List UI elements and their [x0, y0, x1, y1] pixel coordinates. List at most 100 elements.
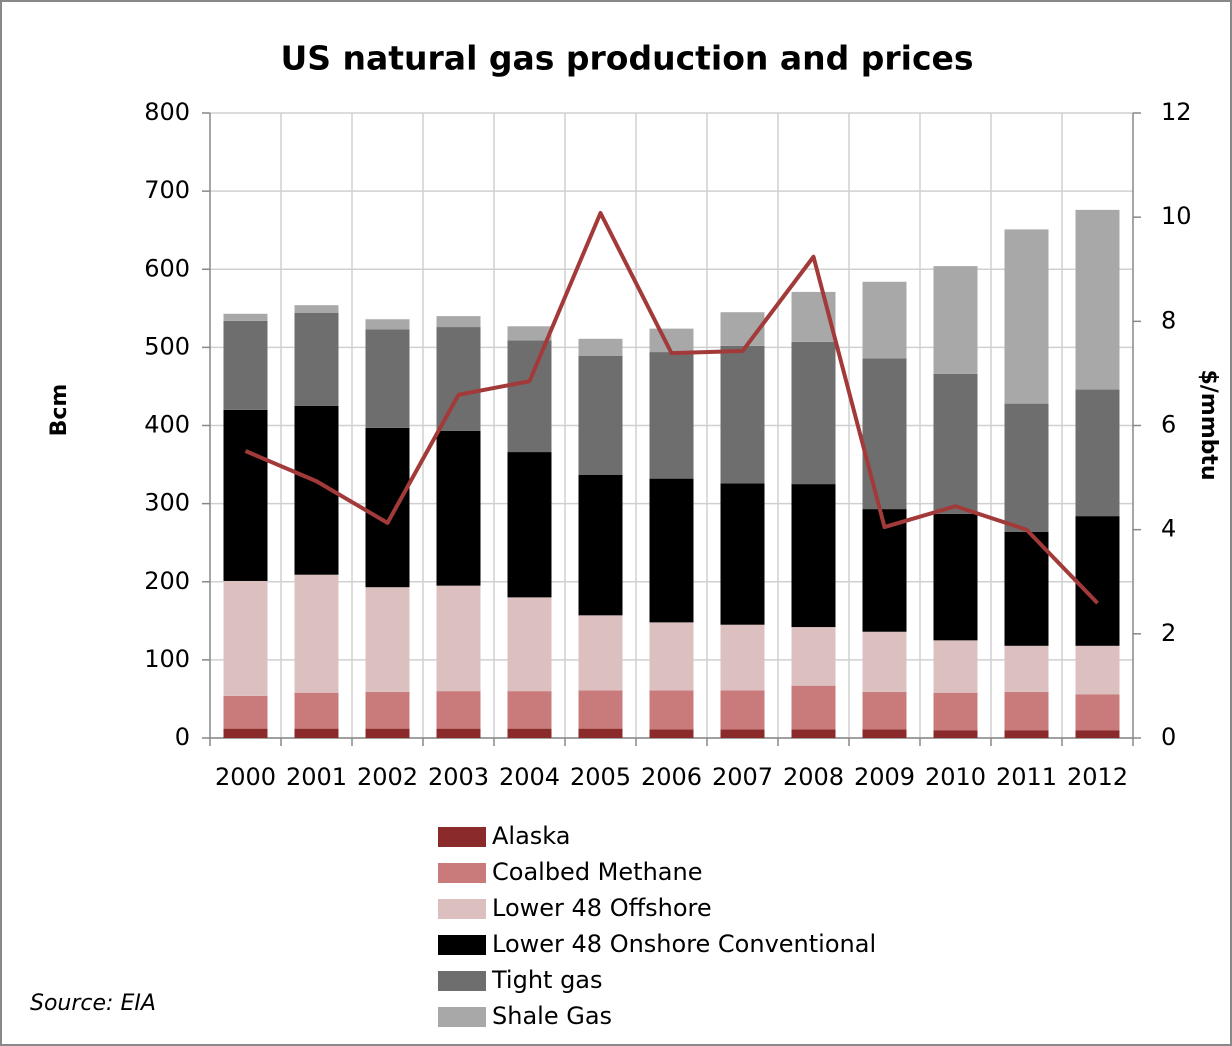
bar-segment [649, 690, 694, 730]
bar-segment [507, 597, 552, 692]
x-tick-label: 2012 [1067, 763, 1128, 791]
bar-segment [649, 352, 694, 479]
x-tick-label: 2007 [712, 763, 773, 791]
y2-tick-label: 6 [1161, 411, 1176, 439]
bar-segment [1075, 694, 1120, 731]
bar-segment [436, 585, 481, 692]
bar-segment [578, 690, 623, 729]
legend-label: Lower 48 Offshore [492, 894, 712, 922]
bar-segment [791, 484, 836, 628]
y-tick-label: 100 [144, 645, 190, 673]
y-axis-label: Bcm [47, 384, 72, 437]
bar-segment [578, 728, 623, 738]
y-tick-label: 0 [175, 723, 190, 751]
bar-segment [223, 409, 268, 581]
y-tick-label: 500 [144, 332, 190, 360]
price-line [244, 211, 1099, 605]
x-tick-label: 2011 [996, 763, 1057, 791]
source-note: Source: EIA [30, 991, 156, 1016]
bar-segment [720, 690, 765, 730]
y-tick-label: 200 [144, 567, 190, 595]
bar-segment [223, 580, 268, 696]
legend-swatch [438, 1007, 486, 1027]
bar-segment [933, 640, 978, 693]
bar-segment [1075, 730, 1120, 738]
bar-segment [933, 730, 978, 738]
bar-segment [1004, 229, 1049, 404]
y-tick-label: 600 [144, 254, 190, 282]
bar-segment [365, 728, 410, 738]
bar-segment [436, 728, 481, 738]
bar-segment [223, 728, 268, 738]
x-tick-label: 2006 [641, 763, 702, 791]
x-tick-label: 2000 [215, 763, 276, 791]
bar-segment [365, 691, 410, 729]
x-tick-label: 2010 [925, 763, 986, 791]
bar-segment [720, 624, 765, 691]
bar-segment [933, 266, 978, 374]
bar-segment [365, 319, 410, 330]
bar-segment [294, 305, 339, 313]
bar-segment [436, 691, 481, 729]
y2-tick-label: 12 [1161, 98, 1192, 126]
bar-segment [507, 326, 552, 341]
bar-segment [791, 685, 836, 730]
x-tick-label: 2003 [428, 763, 489, 791]
bar-segment [365, 329, 410, 428]
bar-segment [720, 729, 765, 738]
y-tick-label: 300 [144, 489, 190, 517]
chart-title: US natural gas production and prices [280, 39, 973, 78]
bar-segment [649, 622, 694, 691]
bar-segment [365, 427, 410, 588]
y-tick-label: 400 [144, 411, 190, 439]
bar-segment [1004, 403, 1049, 532]
legend-swatch [438, 863, 486, 883]
bar-segment [1075, 389, 1120, 517]
bar-segment [507, 340, 552, 453]
bar-segment [862, 631, 907, 692]
bar-segment [649, 729, 694, 738]
bar-segment [507, 728, 552, 738]
bar-segment [578, 615, 623, 691]
bar-segment [578, 355, 623, 475]
x-tick-label: 2004 [499, 763, 560, 791]
bar-segment [436, 327, 481, 431]
bar-segment [862, 729, 907, 738]
bar-segment [1075, 645, 1120, 695]
bar-segment [862, 358, 907, 510]
y-tick-label: 700 [144, 176, 190, 204]
bar-segment [791, 627, 836, 686]
x-tick-label: 2008 [783, 763, 844, 791]
y2-tick-label: 4 [1161, 515, 1176, 543]
legend-swatch [438, 899, 486, 919]
bar-segment [649, 328, 694, 353]
legend-label: Alaska [492, 822, 570, 850]
x-tick-label: 2002 [357, 763, 418, 791]
bar-segment [578, 474, 623, 616]
bar-segment [791, 729, 836, 738]
bar-segment [1075, 516, 1120, 646]
bar-segment [365, 587, 410, 692]
bar-segment [223, 695, 268, 729]
legend-label: Tight gas [491, 966, 603, 994]
legend-label: Coalbed Methane [492, 858, 702, 886]
bar-segment [649, 478, 694, 623]
bar-segment [294, 728, 339, 738]
bar-segment [1004, 691, 1049, 731]
bar-segment [862, 509, 907, 632]
bar-segment [294, 574, 339, 693]
bar-segment [223, 313, 268, 321]
bar-segment [436, 316, 481, 328]
y2-tick-label: 0 [1161, 723, 1176, 751]
bar-segment [862, 281, 907, 359]
bar-segment [1075, 209, 1120, 390]
bar-segment [1004, 531, 1049, 646]
x-tick-label: 2009 [854, 763, 915, 791]
y-tick-label: 800 [144, 98, 190, 126]
bar-segment [294, 313, 339, 406]
y2-tick-label: 2 [1161, 619, 1176, 647]
bar-segment [933, 373, 978, 514]
bar-segment [933, 692, 978, 731]
x-tick-label: 2001 [286, 763, 347, 791]
